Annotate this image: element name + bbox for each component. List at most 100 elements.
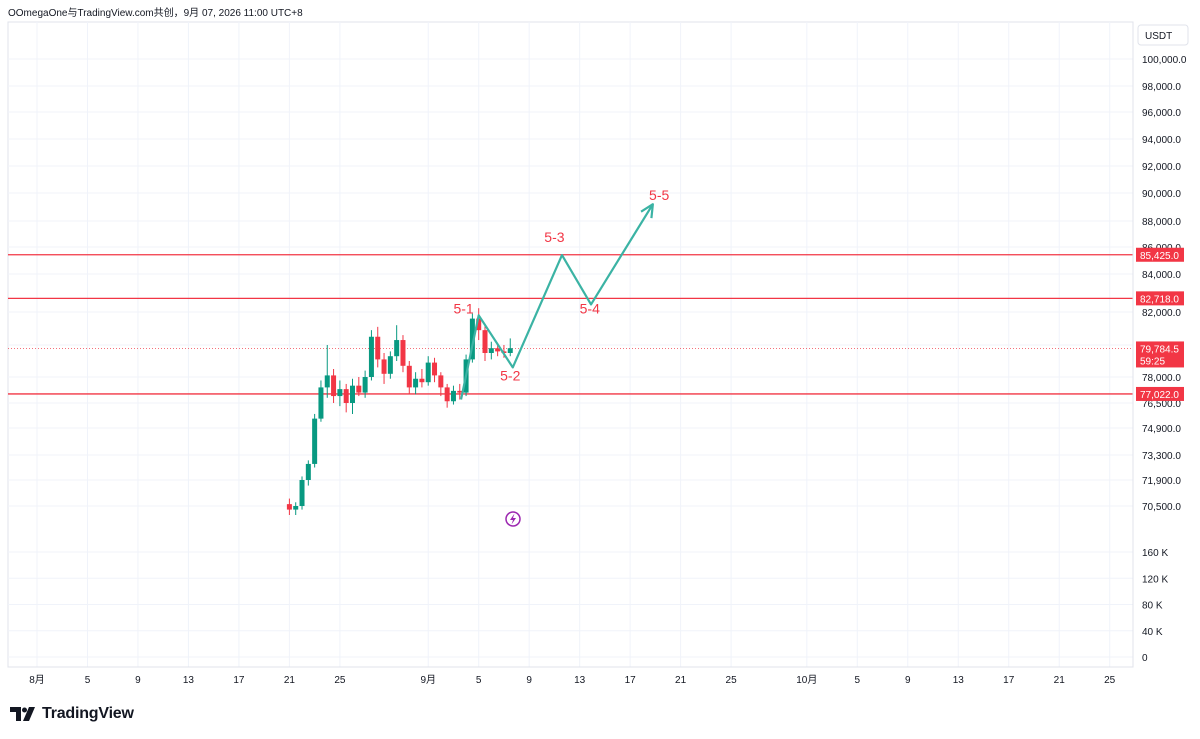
- wave-projection: 5-1 5-2 5-3 5-4 5-5: [453, 187, 669, 400]
- level-tag: [1136, 247, 1184, 262]
- candle-body: [432, 362, 438, 376]
- price-tick-label: 78,000.0: [1142, 373, 1181, 384]
- lightning-marker[interactable]: [505, 511, 521, 527]
- time-tick-label: 21: [675, 675, 687, 686]
- candle-body: [419, 378, 425, 383]
- candle-body: [457, 390, 463, 393]
- level-tag-label: 77,022.0: [1140, 390, 1179, 401]
- brand-name: TradingView: [42, 705, 134, 722]
- wave-label-5-1: 5-1: [453, 301, 473, 317]
- price-tick-label: 74,900.0: [1142, 424, 1181, 435]
- price-tick-label: 100,000.0: [1142, 55, 1187, 66]
- candle-body: [507, 348, 513, 353]
- candle-body: [318, 387, 324, 419]
- candle-body: [488, 348, 494, 353]
- level-tag: [1136, 386, 1184, 401]
- last-price-label: 79,784.5: [1140, 344, 1179, 355]
- time-tick-label: 5: [855, 675, 861, 686]
- level-tag-label: 85,425.0: [1140, 251, 1179, 262]
- wave-arrowhead: [640, 203, 654, 219]
- candle-body: [312, 418, 318, 464]
- time-tick-label: 25: [726, 675, 738, 686]
- candles: [286, 308, 513, 515]
- wave-label-5-2: 5-2: [500, 367, 520, 383]
- candle-body: [387, 356, 393, 374]
- candle-body: [400, 340, 406, 366]
- time-tick-label: 21: [284, 675, 296, 686]
- time-tick-label: 13: [574, 675, 586, 686]
- candle-body: [324, 375, 330, 388]
- time-tick-label: 5: [476, 675, 482, 686]
- candle-body: [450, 390, 456, 402]
- candle-body: [394, 340, 400, 357]
- candle-body: [293, 506, 299, 510]
- level-tag-label: 82,718.0: [1140, 294, 1179, 305]
- candle-body: [343, 389, 349, 403]
- time-tick-label: 25: [1104, 675, 1116, 686]
- wave-label-5-3: 5-3: [544, 229, 564, 245]
- candle-body: [425, 362, 431, 383]
- wave-line: [459, 203, 654, 400]
- chart-caption: OOmegaOne与TradingView.com共创，9月 07, 2026 …: [8, 8, 303, 19]
- price-tick-label: 92,000.0: [1142, 162, 1181, 173]
- wave-label-5-5: 5-5: [649, 187, 669, 203]
- lightning-icon: [510, 513, 516, 525]
- level-tag: [1136, 291, 1184, 306]
- price-tick-label: 82,000.0: [1142, 308, 1181, 319]
- last-price-tag: [1136, 341, 1184, 368]
- candle-body: [286, 504, 292, 510]
- axis-labels: 100,000.0 98,000.0 96,000.0 94,000.0 92,000.…: [29, 55, 1187, 686]
- price-tick-label: 71,900.0: [1142, 476, 1181, 487]
- currency-box: [1137, 24, 1189, 46]
- volume-tick-label: 40 K: [1142, 627, 1163, 638]
- candle-body: [368, 336, 374, 377]
- candle-body: [305, 463, 311, 480]
- time-tick-label: 13: [183, 675, 195, 686]
- time-tick-label: 9: [905, 675, 911, 686]
- time-tick-label: 17: [1003, 675, 1015, 686]
- candle-body: [381, 359, 387, 374]
- time-tick-label: 17: [625, 675, 637, 686]
- countdown-label: 59:25: [1140, 356, 1165, 367]
- price-tick-label: 70,500.0: [1142, 502, 1181, 513]
- volume-tick-label: 160 K: [1142, 548, 1168, 559]
- candle-body: [299, 480, 305, 506]
- candle-body: [482, 330, 488, 353]
- candle-body: [444, 387, 450, 402]
- brand-logo: TradingView: [10, 705, 134, 723]
- time-tick-label: 5: [85, 675, 91, 686]
- horizontal-levels: [8, 254, 1133, 395]
- price-tick-label: 96,000.0: [1142, 108, 1181, 119]
- price-tick-label: 73,300.0: [1142, 451, 1181, 462]
- candle-body: [356, 385, 362, 393]
- candle-body: [331, 375, 337, 397]
- price-tick-label: 90,000.0: [1142, 189, 1181, 200]
- candle-body: [495, 348, 501, 352]
- time-tick-label: 25: [334, 675, 346, 686]
- chart-grid: [7, 21, 1134, 668]
- candle-body: [476, 318, 482, 331]
- price-tick-label: 94,000.0: [1142, 135, 1181, 146]
- price-tick-label: 98,000.0: [1142, 82, 1181, 93]
- candle-body: [438, 375, 444, 388]
- volume-tick-label: 0: [1142, 653, 1148, 664]
- time-tick-label: 9: [135, 675, 141, 686]
- volume-tick-label: 120 K: [1142, 574, 1168, 585]
- price-tick-label: 76,500.0: [1142, 399, 1181, 410]
- axes: USDT: [8, 22, 1189, 668]
- time-tick-label: 10月: [796, 674, 817, 686]
- candle-body: [469, 318, 475, 360]
- time-tick-label: 21: [1054, 675, 1066, 686]
- candle-body: [350, 385, 355, 403]
- price-tick-label: 88,000.0: [1142, 217, 1181, 228]
- currency-label: USDT: [1145, 31, 1172, 42]
- volume-tick-label: 80 K: [1142, 601, 1163, 612]
- time-tick-label: 9: [526, 675, 532, 686]
- time-tick-label: 17: [233, 675, 245, 686]
- price-tick-label: 84,000.0: [1142, 270, 1181, 281]
- time-tick-label: 13: [953, 675, 965, 686]
- tradingview-logo-icon: [10, 707, 35, 721]
- time-tick-label: 9月: [420, 674, 436, 686]
- time-tick-label: 8月: [29, 674, 45, 686]
